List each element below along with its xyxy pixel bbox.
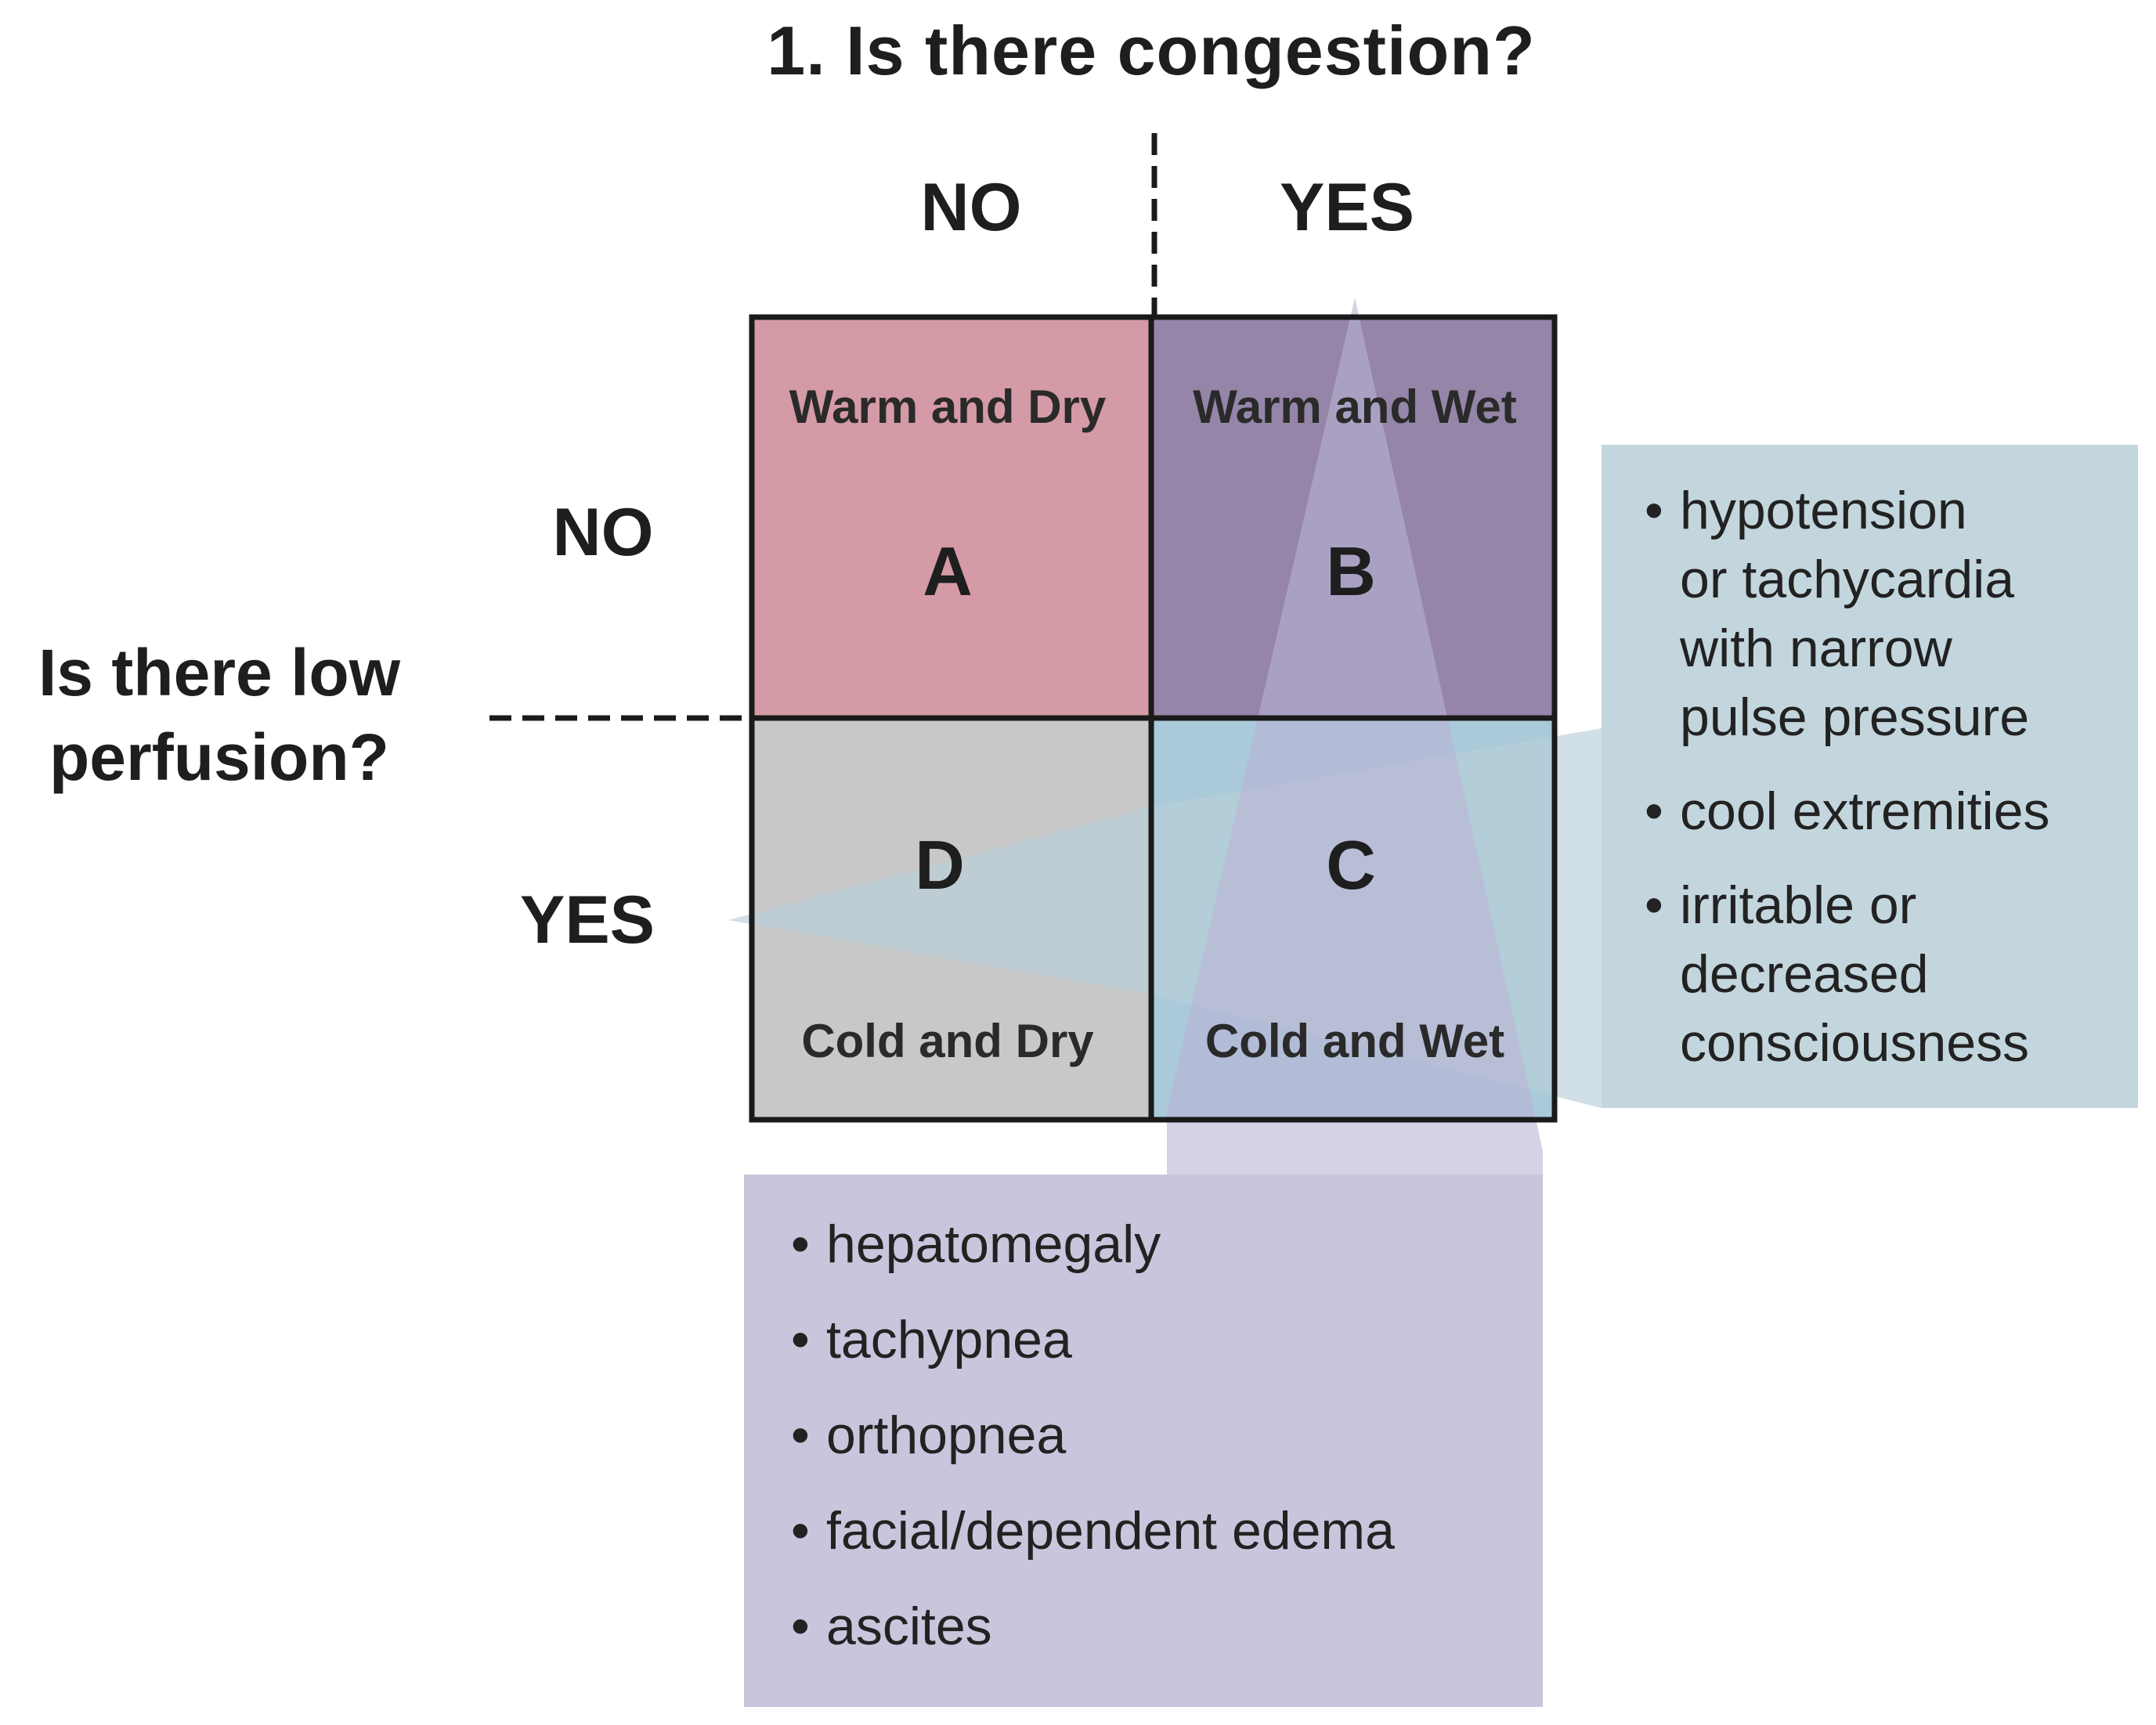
list-item: • orthopnea [791, 1401, 1558, 1470]
column-label-yes: YES [1279, 170, 1415, 245]
cell-b-letter: B [1326, 532, 1376, 610]
list-item-text: ascites [826, 1597, 992, 1656]
list-item-line: irritable or [1680, 875, 1917, 935]
perfusion-callout-box [1602, 445, 2138, 1108]
bullet-icon: • [791, 1214, 810, 1274]
perfusion-question: Is there low perfusion? [0, 630, 439, 799]
list-item-line: hypotension [1680, 481, 1967, 540]
list-item: • irritable or decreased consciousness [1645, 871, 2130, 1077]
row-label-no: NO [552, 495, 654, 570]
cell-c-letter: C [1326, 826, 1376, 904]
bullet-icon: • [1645, 481, 1663, 540]
cell-b-label: Warm and Wet [1193, 381, 1517, 433]
list-item-line: pulse pressure [1680, 687, 2030, 747]
row-label-yes: YES [519, 882, 655, 958]
list-item-line: decreased [1680, 944, 1929, 1004]
cell-a-label: Warm and Dry [789, 381, 1107, 433]
bullet-icon: • [1645, 875, 1663, 935]
bullet-icon: • [791, 1406, 810, 1465]
perfusion-question-line-1: Is there low [38, 636, 401, 709]
cell-a-fill [752, 317, 1151, 718]
column-label-no: NO [920, 170, 1022, 245]
congestion-signs-list: • hepatomegaly • tachypnea • orthopnea •… [791, 1210, 1558, 1687]
list-item-text: hepatomegaly [826, 1214, 1161, 1274]
list-item-text: orthopnea [826, 1406, 1067, 1465]
list-item-line: or tachycardia [1680, 550, 2015, 609]
list-item-text: tachypnea [826, 1310, 1072, 1370]
congestion-question-title: 1. Is there congestion? [767, 12, 1536, 89]
congestion-callout-pointer [1167, 298, 1543, 1175]
list-item: • tachypnea [791, 1305, 1558, 1374]
bullet-icon: • [791, 1597, 810, 1656]
list-item: • hepatomegaly [791, 1210, 1558, 1279]
list-item-line: with narrow [1680, 619, 1952, 678]
cell-d-label: Cold and Dry [801, 1015, 1094, 1067]
cell-c-label: Cold and Wet [1204, 1015, 1505, 1067]
perfusion-question-line-2: perfusion? [49, 720, 389, 794]
congestion-callout-box [744, 1175, 1543, 1707]
list-item: • cool extremities [1645, 777, 2130, 846]
cell-d-letter: D [915, 826, 965, 904]
bullet-icon: • [1645, 781, 1663, 841]
list-item: • ascites [791, 1592, 1558, 1661]
list-item-line: cool extremities [1680, 781, 2050, 841]
list-item-line: consciousness [1680, 1013, 2030, 1073]
bullet-icon: • [791, 1310, 810, 1370]
list-item: • facial/dependent edema [791, 1496, 1558, 1565]
perfusion-signs-list: • hypotension or tachycardia with narrow… [1645, 476, 2130, 1102]
list-item-text: facial/dependent edema [826, 1501, 1395, 1561]
cell-a-letter: A [923, 532, 973, 610]
list-item: • hypotension or tachycardia with narrow… [1645, 476, 2130, 752]
bullet-icon: • [791, 1501, 810, 1561]
